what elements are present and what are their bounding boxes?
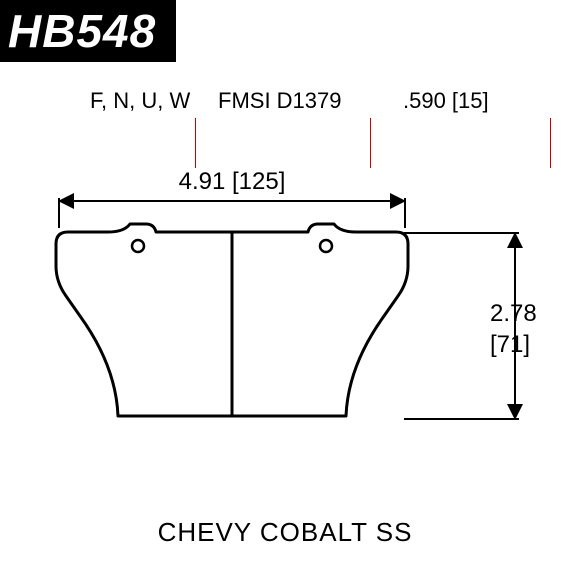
vehicle-caption: CHEVY COBALT SS — [0, 517, 570, 548]
compounds-spec: F, N, U, W — [82, 88, 198, 114]
thickness-spec: .590 [15] — [395, 88, 497, 114]
part-number-badge: HB548 — [0, 0, 176, 62]
width-value: 4.91 [125] — [167, 168, 297, 196]
fmsi-spec: FMSI D1379 — [210, 88, 350, 114]
divider-line — [370, 118, 371, 168]
brake-pad-diagram — [48, 216, 418, 426]
divider-line — [195, 118, 196, 168]
height-value: 2.78 [71] — [490, 298, 537, 360]
divider-line — [550, 118, 551, 168]
width-dimension: 4.91 [125] — [58, 176, 406, 208]
